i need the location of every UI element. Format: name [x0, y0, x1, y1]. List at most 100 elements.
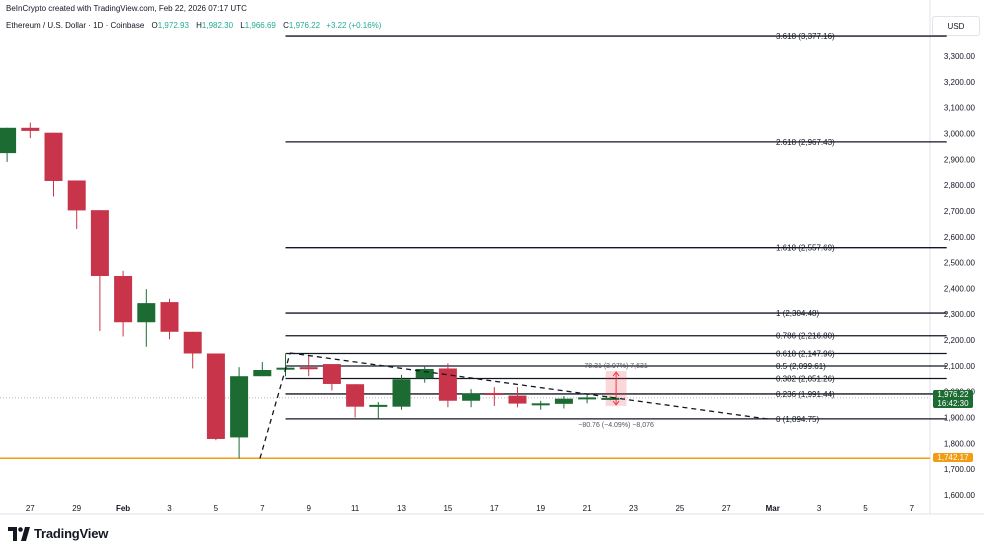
symbol-name: Ethereum / U.S. Dollar · 1D · Coinbase [6, 21, 145, 30]
x-tick-label: 7 [910, 504, 915, 513]
x-tick-label: 27 [26, 504, 35, 513]
x-tick-label: 7 [260, 504, 265, 513]
y-tick-label: 3,100.00 [944, 104, 976, 113]
candle-body [183, 331, 202, 354]
fib-level-label: 0.236 (1,991.44) [776, 390, 835, 399]
candle-body [322, 364, 341, 384]
tradingview-logo-icon [8, 526, 30, 541]
y-tick-label: 2,100.00 [944, 362, 976, 371]
x-tick-label: 5 [214, 504, 219, 513]
candle-body [0, 127, 17, 154]
candle-body [508, 395, 527, 404]
fib-level-label: 1 (2,304.48) [776, 309, 819, 318]
candle-body [137, 303, 156, 323]
measure-arrow-head [612, 400, 620, 406]
y-tick-label: 2,500.00 [944, 259, 976, 268]
symbol-legend: Ethereum / U.S. Dollar · 1D · Coinbase O… [6, 21, 381, 30]
candle-body [67, 180, 86, 211]
y-tick-label: 1,800.00 [944, 439, 976, 448]
y-tick-label: 2,900.00 [944, 155, 976, 164]
y-tick-label: 2,700.00 [944, 207, 976, 216]
tradingview-logo[interactable]: TradingView [8, 526, 108, 541]
fib-level-label: 3.618 (3,377.16) [776, 32, 835, 41]
low-value: 1,966.69 [244, 21, 276, 30]
candle-body [230, 376, 249, 438]
candle-body [44, 132, 63, 181]
measure-upper-text: 78.31 (3.97%) 7,631 [584, 363, 648, 370]
fib-level-label: 0 (1,894.75) [776, 415, 819, 424]
support-price-label: 1,742.17 [937, 453, 969, 463]
fib-level-label: 0.618 (2,147.96) [776, 349, 835, 358]
fib-level-label: 0.5 (2,099.61) [776, 362, 826, 371]
y-tick-label: 1,900.00 [944, 414, 976, 423]
candle-body [160, 302, 179, 332]
candle-body [415, 368, 434, 379]
y-tick-label: 2,800.00 [944, 181, 976, 190]
x-tick-label: 9 [306, 504, 311, 513]
x-tick-label: 5 [863, 504, 868, 513]
last-price-tag: 1,976.22 16:42:30 [933, 389, 973, 408]
x-tick-label: 23 [629, 504, 638, 513]
y-tick-label: 3,000.00 [944, 129, 976, 138]
y-tick-label: 2,600.00 [944, 233, 976, 242]
measure-arrow-head [612, 371, 620, 377]
fib-level-label: 0.382 (2,051.26) [776, 374, 835, 383]
x-tick-label: 21 [583, 504, 592, 513]
candle-body [438, 368, 457, 401]
candle-body [90, 210, 109, 277]
high-value: 1,982.30 [201, 21, 234, 30]
bar-countdown: 16:42:30 [937, 398, 969, 408]
x-tick-label: 13 [397, 504, 406, 513]
measure-lower-text: −80.76 (−4.09%) −8,076 [578, 422, 654, 429]
candle-body [206, 353, 225, 439]
y-tick-label: 2,300.00 [944, 310, 976, 319]
low-label: L [240, 21, 245, 30]
candle-body [554, 398, 573, 404]
x-tick-label: 29 [72, 504, 81, 513]
y-tick-label: 1,700.00 [944, 465, 976, 474]
fib-level-label: 2.618 (2,967.43) [776, 138, 835, 147]
candle-body [392, 379, 411, 407]
x-tick-label: 11 [351, 504, 360, 513]
change-value: +3.22 (+0.16%) [326, 21, 382, 30]
x-tick-label: Feb [116, 504, 130, 513]
x-tick-label: 3 [167, 504, 172, 513]
open-label: O [151, 21, 158, 30]
y-tick-label: 3,200.00 [944, 78, 976, 87]
candle-body [346, 384, 365, 407]
high-label: H [196, 21, 202, 30]
open-value: 1,972.93 [157, 21, 189, 30]
y-tick-label: 3,300.00 [944, 52, 976, 61]
candle-body [369, 404, 388, 407]
x-tick-label: 27 [722, 504, 731, 513]
candle-body [21, 127, 40, 131]
tradingview-logo-text: TradingView [34, 526, 109, 541]
trend-line [259, 352, 291, 459]
support-price-tag: 1,742.17 [933, 453, 973, 463]
currency-selector[interactable]: USD [932, 16, 980, 36]
candle-body [578, 397, 597, 400]
close-value: 1,976.22 [288, 21, 321, 30]
last-price-label: 1,976.22 [937, 389, 969, 399]
fib-level-label: 1.618 (2,557.69) [776, 244, 835, 253]
x-tick-label: 15 [443, 504, 452, 513]
y-tick-label: 2,400.00 [944, 284, 976, 293]
chart-creator-caption: BeInCrypto created with TradingView.com,… [6, 4, 247, 13]
x-tick-label: 17 [490, 504, 499, 513]
x-tick-label: Mar [766, 504, 780, 513]
x-tick-label: 25 [675, 504, 684, 513]
candle-body [253, 370, 272, 377]
x-tick-label: 3 [817, 504, 822, 513]
candle-body [485, 392, 504, 395]
candle-body [531, 403, 550, 406]
candle-body [114, 276, 133, 323]
fib-level-label: 0.786 (2,216.80) [776, 332, 835, 341]
candle-body [601, 397, 620, 400]
x-tick-label: 19 [536, 504, 545, 513]
close-label: C [283, 21, 289, 30]
candle-body [299, 367, 318, 370]
y-tick-label: 1,600.00 [944, 491, 976, 500]
y-tick-label: 2,200.00 [944, 336, 976, 345]
candle-body [462, 393, 481, 401]
